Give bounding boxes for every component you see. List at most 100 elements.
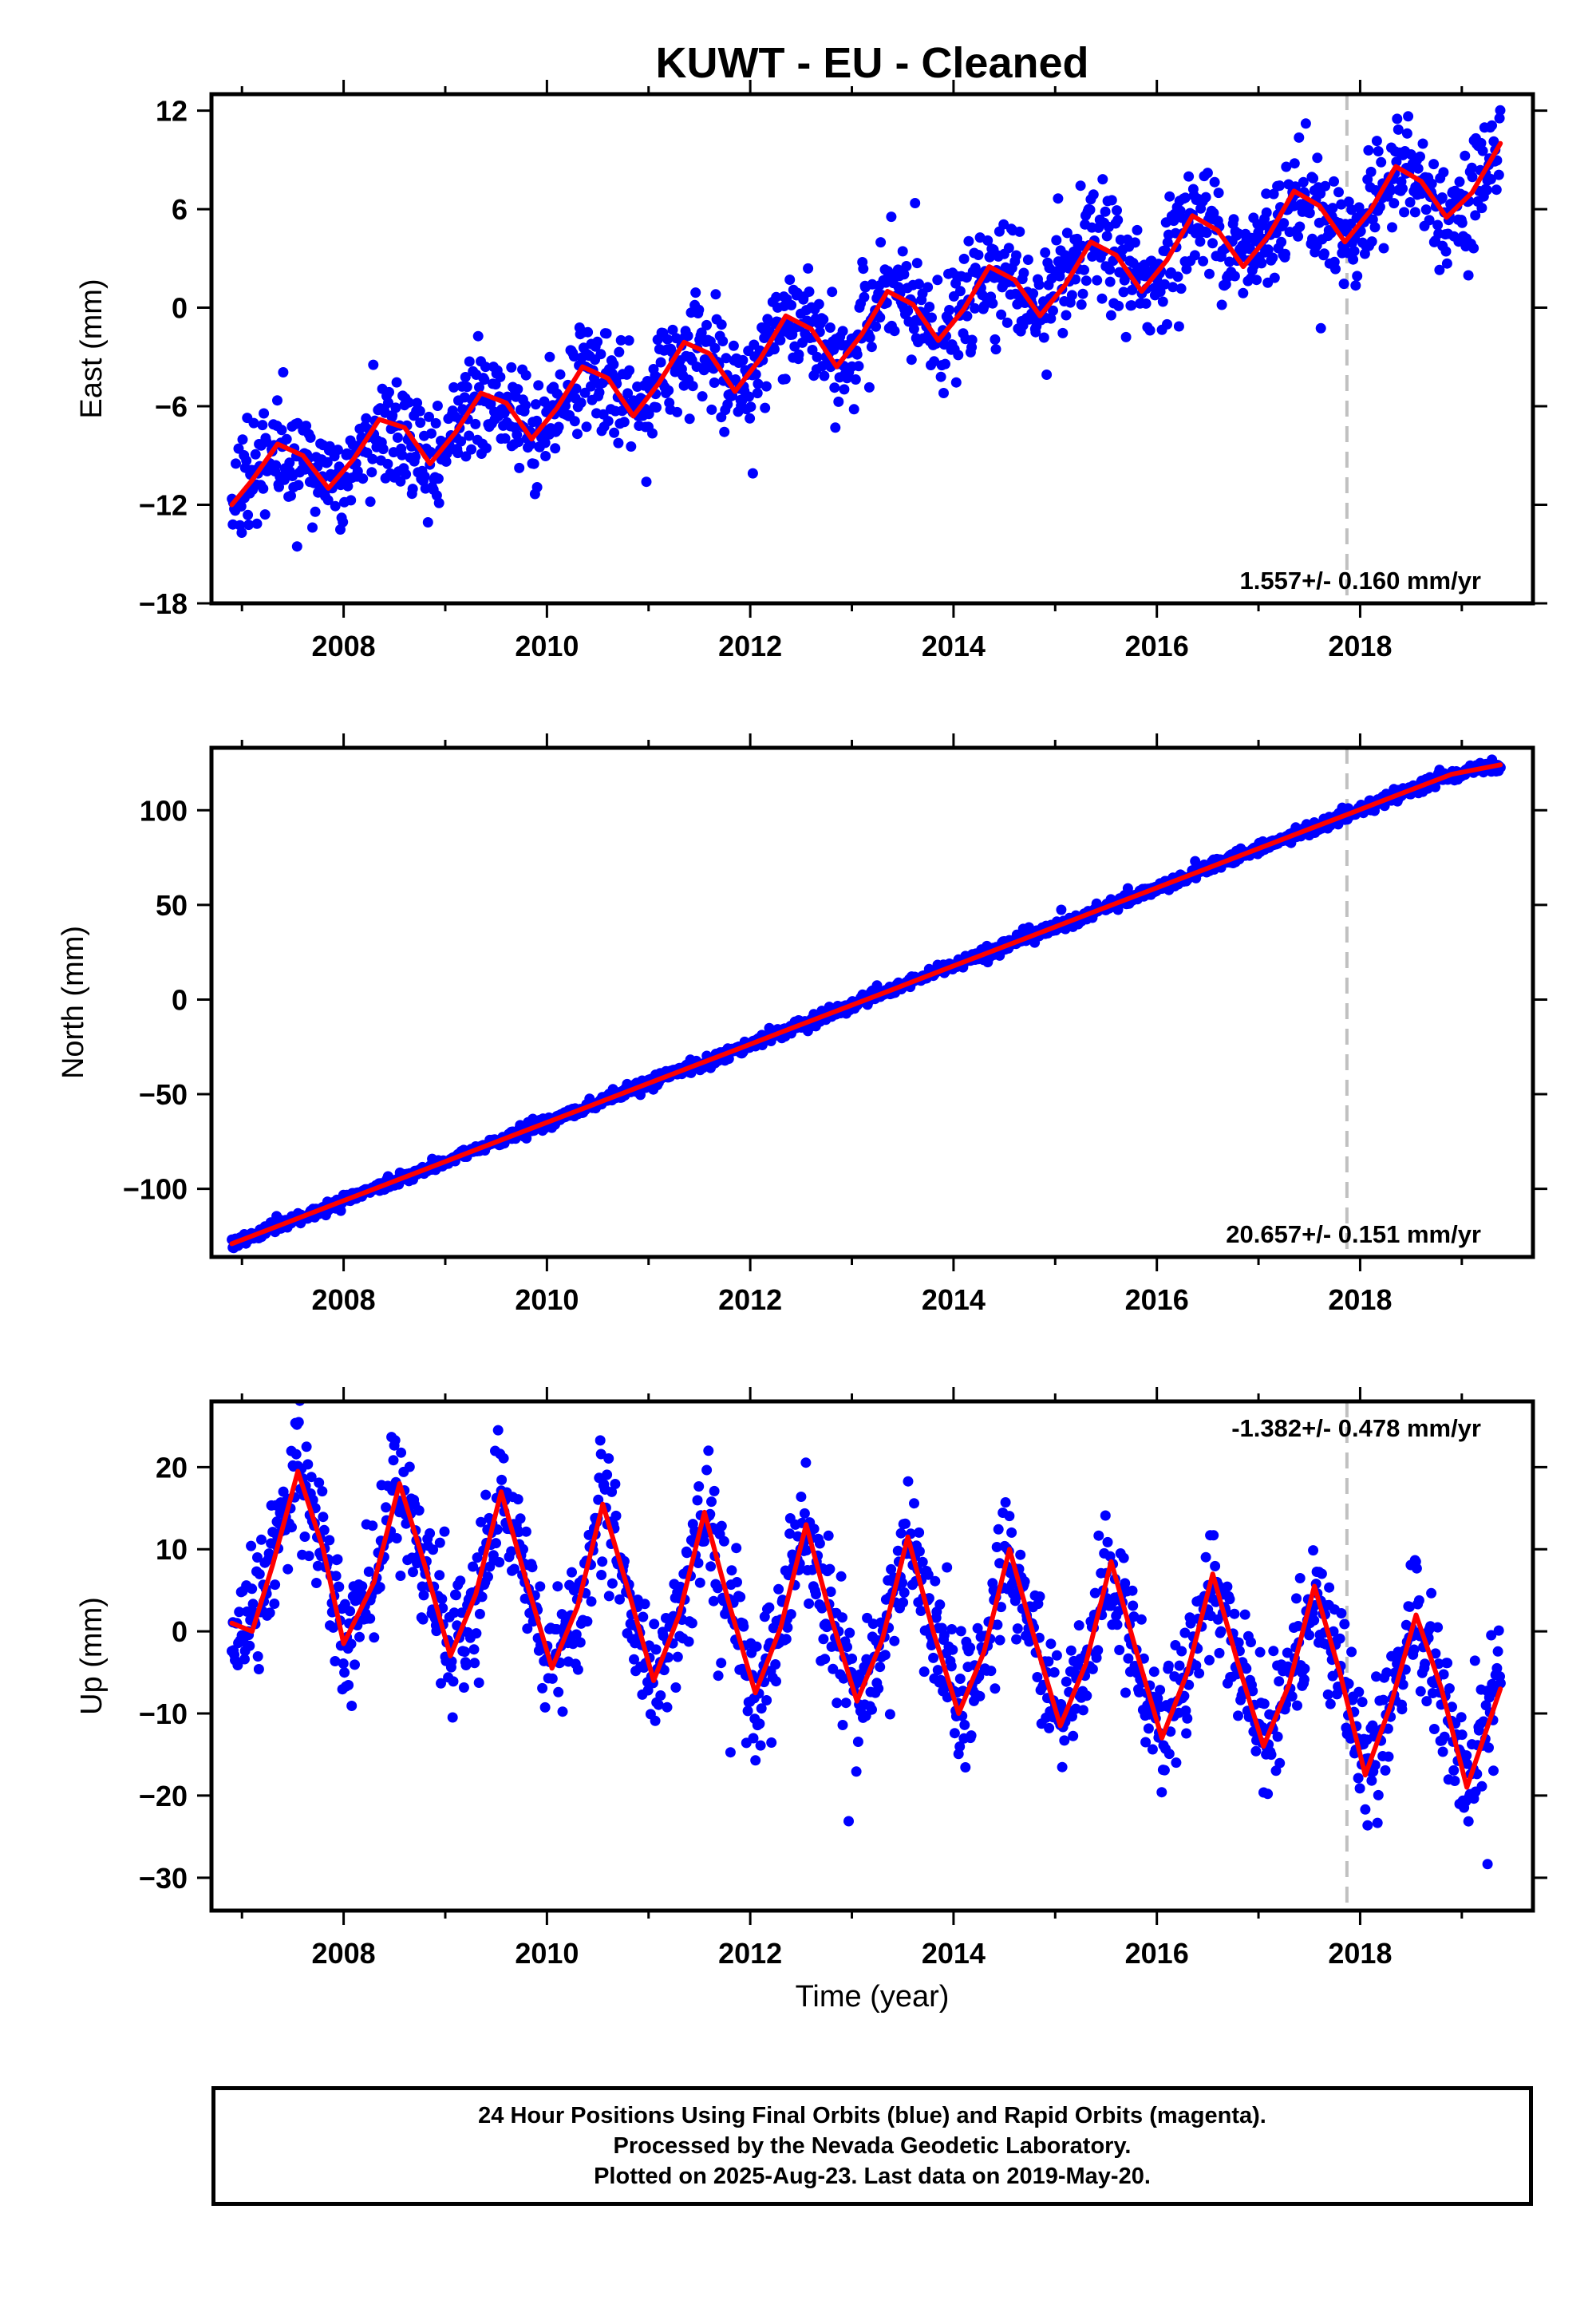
east-data-point <box>352 466 363 476</box>
up-data-point <box>903 1476 914 1487</box>
up-data-point <box>1215 1626 1227 1637</box>
east-data-point <box>1100 206 1111 217</box>
east-data-point <box>279 474 290 485</box>
up-data-point <box>946 1661 957 1672</box>
up-data-point <box>1081 1690 1092 1701</box>
east-data-point <box>530 399 541 410</box>
east-data-point <box>1280 248 1290 259</box>
up-data-point <box>244 1640 255 1651</box>
east-data-point <box>958 253 970 264</box>
up-data-point <box>1444 1683 1455 1694</box>
east-data-point <box>1038 332 1049 343</box>
east-data-point <box>973 250 984 260</box>
up-data-point <box>873 1683 884 1694</box>
up-data-point <box>451 1590 461 1601</box>
up-data-point <box>897 1577 908 1588</box>
east-data-point <box>697 391 708 402</box>
east-data-point <box>520 400 531 411</box>
east-data-point <box>1041 370 1053 380</box>
east-data-point <box>1338 279 1349 290</box>
up-data-point <box>837 1612 847 1623</box>
east-data-point <box>1376 156 1387 168</box>
east-data-point <box>440 456 452 467</box>
east-data-point <box>940 358 950 370</box>
up-data-point <box>483 1571 493 1583</box>
up-data-point <box>1353 1773 1364 1784</box>
up-data-point <box>282 1563 294 1575</box>
up-data-point <box>1282 1647 1293 1658</box>
up-data-point <box>247 1599 259 1610</box>
east-data-point <box>1434 264 1445 275</box>
east-data-point <box>924 302 935 312</box>
east-data-point <box>1300 118 1311 129</box>
up-data-point <box>954 1674 966 1684</box>
up-data-point <box>642 1685 654 1696</box>
up-data-point <box>934 1599 946 1611</box>
east-data-point <box>848 404 859 415</box>
east-data-point <box>1389 198 1400 209</box>
east-y-axis-label: East (mm) <box>75 279 109 418</box>
up-data-point <box>1325 1698 1336 1709</box>
up-data-point <box>1469 1655 1480 1666</box>
east-data-point <box>1164 191 1175 202</box>
east-data-point <box>730 374 741 385</box>
up-data-point <box>1067 1711 1077 1722</box>
east-data-point <box>1079 264 1089 275</box>
east-data-point <box>1476 203 1487 214</box>
up-data-point <box>847 1653 858 1664</box>
up-data-point <box>1483 1742 1494 1753</box>
up-data-point <box>553 1686 564 1697</box>
up-data-point <box>332 1554 343 1565</box>
footer-line-2: Processed by the Nevada Geodetic Laborat… <box>613 2133 1132 2159</box>
up-data-point <box>955 1626 966 1637</box>
east-data-point <box>243 509 254 520</box>
up-data-point <box>1397 1679 1408 1690</box>
up-x-tick-label: 2012 <box>718 1937 782 1970</box>
east-data-point <box>1172 271 1183 283</box>
up-data-point <box>476 1591 488 1603</box>
east-data-point <box>1426 178 1437 189</box>
east-data-point <box>512 384 523 395</box>
east-data-point <box>601 328 612 339</box>
up-data-point <box>1362 1820 1373 1831</box>
up-data-point <box>836 1571 847 1582</box>
east-data-point <box>1207 238 1218 249</box>
up-data-point <box>330 1656 341 1666</box>
east-data-point <box>690 287 701 298</box>
north-y-tick-label: 100 <box>140 794 188 827</box>
up-data-point <box>1155 1685 1166 1696</box>
east-data-point <box>395 476 406 487</box>
up-data-point <box>469 1658 480 1669</box>
up-data-point <box>784 1528 796 1539</box>
up-data-point <box>610 1479 621 1489</box>
east-data-point <box>954 286 966 297</box>
up-data-point <box>472 1552 483 1563</box>
north-y-tick-label: −100 <box>123 1173 188 1206</box>
up-data-point <box>448 1676 459 1687</box>
up-data-point <box>638 1611 649 1622</box>
up-data-point <box>330 1571 342 1582</box>
up-data-point <box>1346 1646 1357 1658</box>
up-data-point <box>468 1644 480 1655</box>
east-data-point <box>281 433 292 445</box>
up-data-point <box>1045 1638 1057 1650</box>
east-data-point <box>922 282 934 293</box>
up-data-point <box>782 1622 793 1633</box>
up-data-point <box>713 1583 723 1594</box>
up-data-point <box>253 1664 264 1674</box>
up-data-point <box>552 1581 563 1592</box>
east-data-point <box>513 437 524 448</box>
east-data-point <box>540 451 551 461</box>
east-data-point <box>978 301 990 312</box>
up-data-point <box>476 1516 487 1528</box>
east-fit-line <box>229 140 1503 508</box>
east-data-point <box>1481 184 1492 196</box>
up-data-point <box>909 1498 919 1509</box>
up-x-tick-label: 2018 <box>1328 1937 1392 1970</box>
east-data-point <box>481 443 492 453</box>
up-data-point <box>1354 1783 1365 1794</box>
up-data-point <box>655 1690 666 1701</box>
up-data-point <box>991 1542 1002 1552</box>
east-data-point <box>624 365 635 376</box>
east-data-point <box>1045 313 1057 324</box>
